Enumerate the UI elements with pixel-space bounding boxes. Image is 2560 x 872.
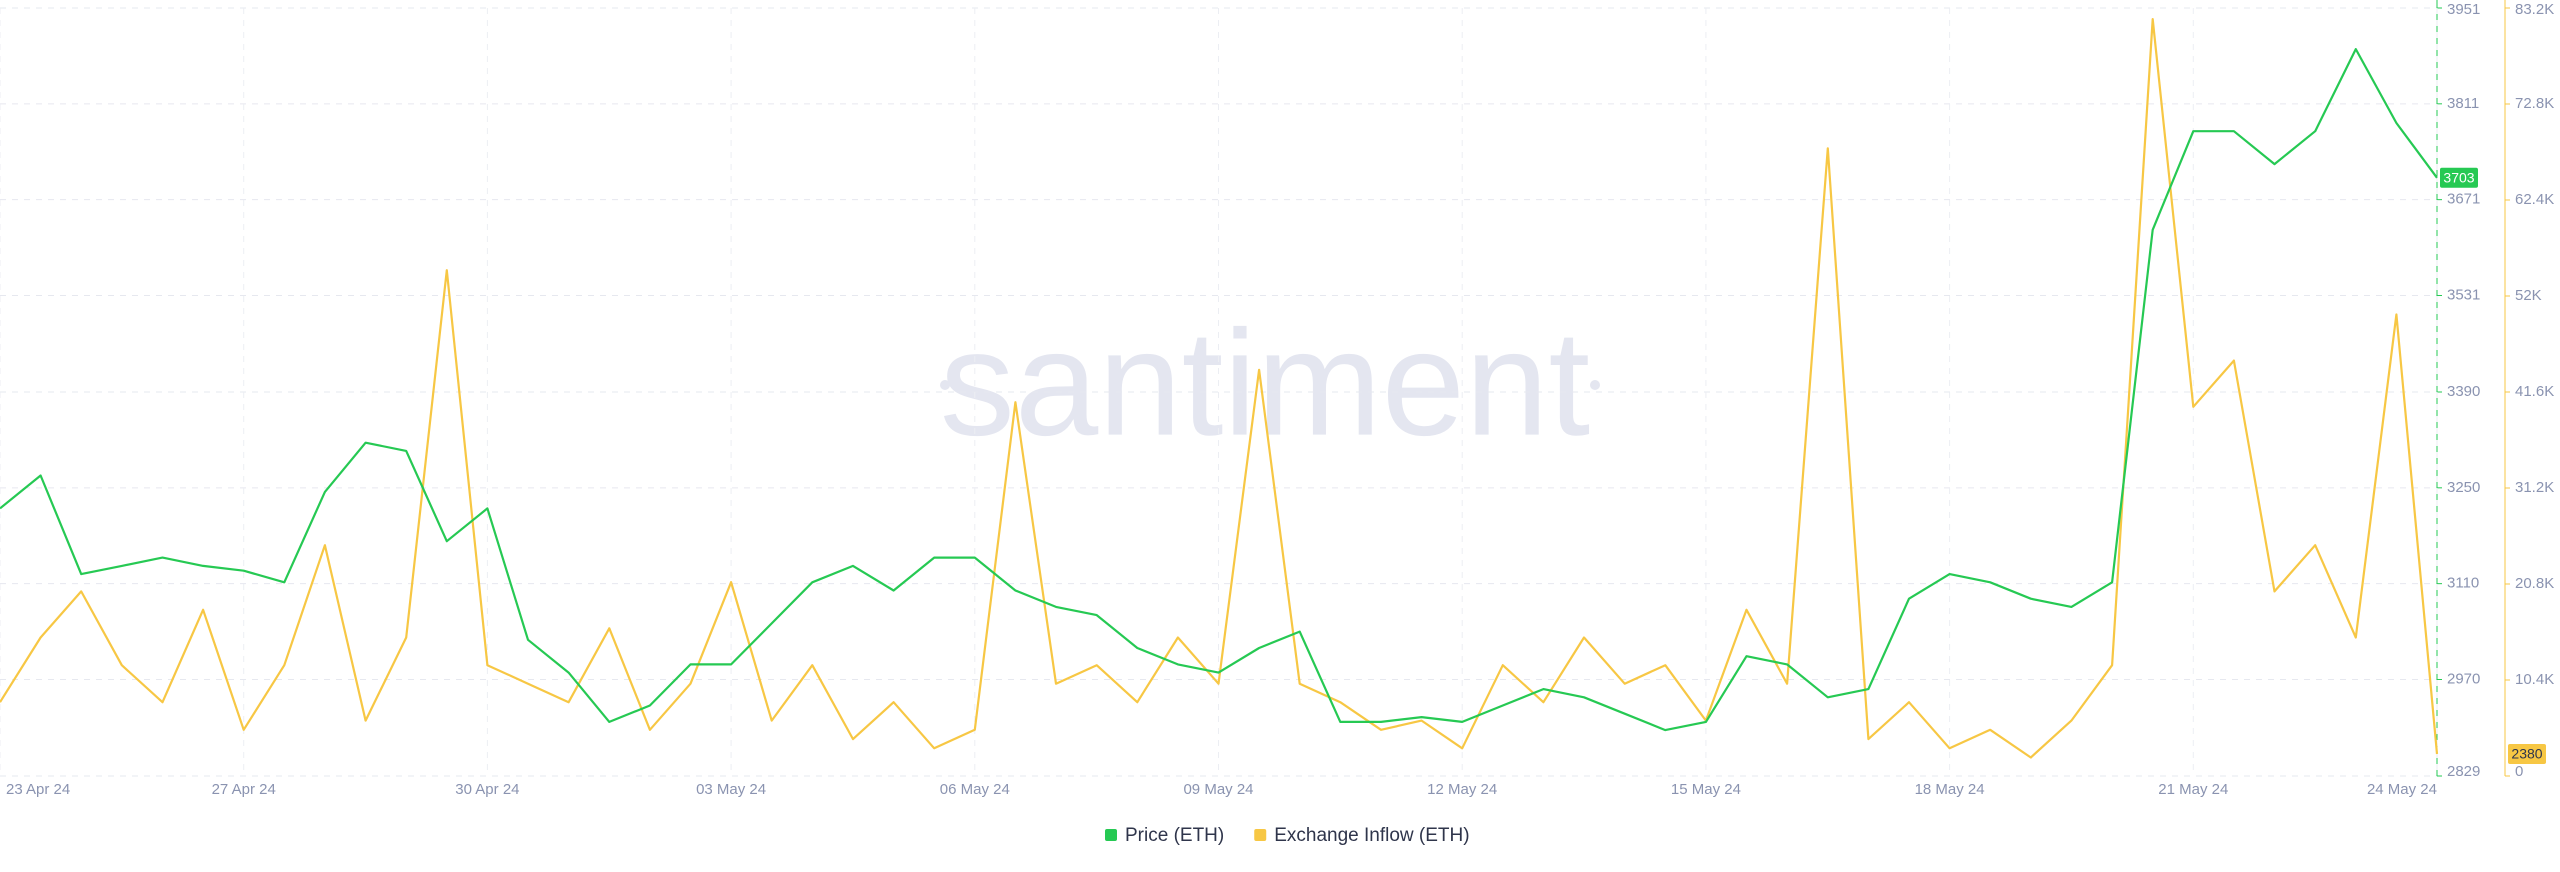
current-value-badge [2508, 744, 2546, 765]
x-tick-label: 27 Apr 24 [212, 781, 276, 798]
current-value-badge [2440, 167, 2478, 188]
y2-tick-label: 10.4K [2515, 671, 2554, 688]
series-line [0, 48, 2438, 732]
y-tick-label: 2829 [2447, 763, 2480, 780]
y2-tick-label: 62.4K [2515, 191, 2554, 208]
x-tick-label: 24 May 24 [2367, 781, 2437, 798]
y2-tick-label: 52K [2515, 287, 2542, 304]
y-tick-label: 3671 [2447, 191, 2480, 208]
y-tick-label: 3951 [2447, 1, 2480, 18]
watermark-dot [940, 380, 950, 390]
legend-label: Price (ETH) [1125, 825, 1224, 846]
y-tick-label: 3250 [2447, 479, 2480, 496]
x-tick-label: 18 May 24 [1915, 781, 1985, 798]
y2-tick-label: 31.2K [2515, 479, 2554, 496]
y-tick-label: 3531 [2447, 286, 2480, 303]
watermark-dot [1590, 380, 1600, 390]
legend-label: Exchange Inflow (ETH) [1274, 825, 1469, 846]
y2-tick-label: 41.6K [2515, 383, 2554, 400]
y2-tick-label: 20.8K [2515, 575, 2554, 592]
y-tick-label: 3110 [2447, 575, 2479, 592]
y2-tick-label: 72.8K [2515, 95, 2554, 112]
legend: Price (ETH) Exchange Inflow (ETH) [1105, 825, 1470, 846]
x-tick-label: 23 Apr 24 [6, 781, 70, 798]
y2-tick-label: 0 [2515, 763, 2523, 780]
current-value-label: 3703 [2443, 169, 2474, 185]
x-tick-label: 21 May 24 [2158, 781, 2228, 798]
y-tick-label: 3811 [2447, 95, 2479, 112]
current-value-label: 2380 [2511, 746, 2542, 762]
legend-swatch [1254, 829, 1267, 841]
x-tick-label: 15 May 24 [1671, 781, 1741, 798]
x-tick-label: 30 Apr 24 [455, 781, 519, 798]
x-tick-label: 06 May 24 [940, 781, 1010, 798]
y-tick-label: 2970 [2447, 670, 2480, 687]
watermark: santiment [940, 299, 1590, 467]
x-tick-label: 09 May 24 [1183, 781, 1253, 798]
legend-swatch [1105, 829, 1117, 841]
x-tick-label: 12 May 24 [1427, 781, 1497, 798]
series-line [0, 18, 2439, 759]
x-tick-label: 03 May 24 [696, 781, 766, 798]
y-tick-label: 3390 [2447, 383, 2480, 400]
y2-tick-label: 83.2K [2515, 1, 2554, 18]
